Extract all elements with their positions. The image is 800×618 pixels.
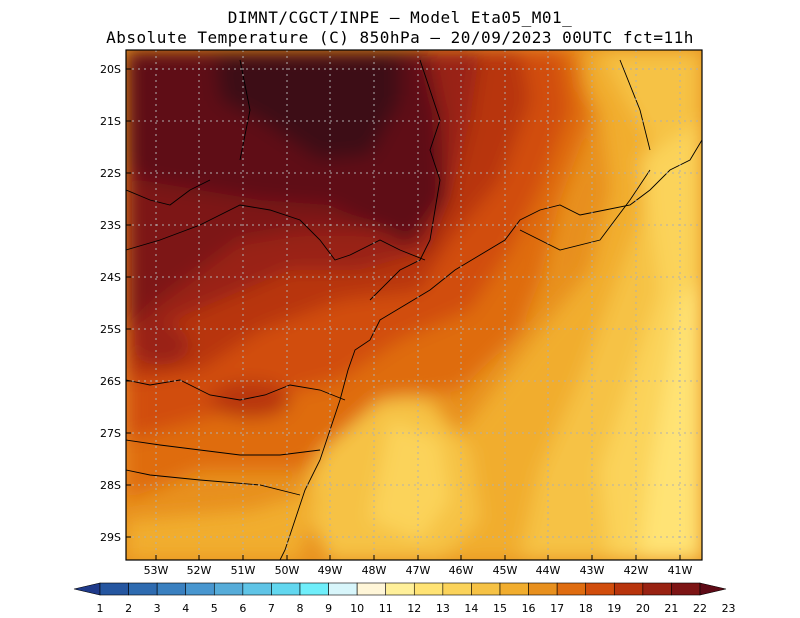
colorbar-segment — [156, 582, 187, 596]
colorbar: 1 2 3 4 5 6 7 8 9 10 11 12 13 14 15 16 17 18 19 20 21 22 23 — [73, 582, 736, 615]
lon-label: 45W — [493, 564, 518, 577]
colorbar-label: 9 — [325, 602, 332, 615]
lat-label: 27S — [100, 427, 121, 440]
colorbar-label: 12 — [407, 602, 421, 615]
colorbar-arrow-high — [699, 582, 727, 596]
map-title-line-2: Absolute Temperature (C) 850hPa — 20/09/… — [106, 28, 694, 47]
colorbar-label: 4 — [182, 602, 189, 615]
colorbar-segment — [528, 582, 558, 596]
lon-label: 43W — [580, 564, 605, 577]
colorbar-segment — [585, 582, 615, 596]
colorbar-segment — [385, 582, 415, 596]
lon-label: 51W — [231, 564, 256, 577]
lon-label: 52W — [187, 564, 212, 577]
colorbar-segment — [99, 582, 129, 596]
lat-label: 24S — [100, 271, 121, 284]
colorbar-label: 2 — [125, 602, 132, 615]
lon-label: 46W — [449, 564, 474, 577]
colorbar-label: 16 — [522, 602, 536, 615]
map-frame — [125, 49, 703, 561]
colorbar-label: 18 — [579, 602, 593, 615]
colorbar-label: 19 — [607, 602, 621, 615]
colorbar-label: 13 — [436, 602, 450, 615]
colorbar-label: 14 — [464, 602, 478, 615]
longitude-labels: 53W 52W 51W 50W 49W 48W 47W 46W 45W 44W … — [144, 564, 693, 577]
colorbar-label: 1 — [97, 602, 104, 615]
lat-label: 23S — [100, 219, 121, 232]
colorbar-segment — [613, 582, 644, 596]
lon-label: 47W — [406, 564, 431, 577]
colorbar-label: 15 — [493, 602, 507, 615]
lon-label: 50W — [275, 564, 300, 577]
lon-label: 41W — [668, 564, 693, 577]
colorbar-segment — [271, 582, 301, 596]
colorbar-segment — [499, 582, 529, 596]
lon-label: 49W — [318, 564, 343, 577]
colorbar-segment — [413, 582, 444, 596]
colorbar-label: 20 — [636, 602, 650, 615]
lat-label: 21S — [100, 115, 121, 128]
map-title-line-1: DIMNT/CGCT/INPE — Model Eta05_M01_ — [227, 8, 573, 27]
lat-label: 29S — [100, 531, 121, 544]
lat-label: 28S — [100, 479, 121, 492]
lat-label: 26S — [100, 375, 121, 388]
colorbar-segment — [556, 582, 587, 596]
colorbar-label: 22 — [693, 602, 707, 615]
colorbar-label: 21 — [664, 602, 678, 615]
lat-label: 20S — [100, 63, 121, 76]
colorbar-label: 8 — [297, 602, 304, 615]
colorbar-label: 17 — [550, 602, 564, 615]
boundaries — [126, 59, 702, 560]
colorbar-label: 5 — [211, 602, 218, 615]
colorbar-label: 6 — [239, 602, 246, 615]
colorbar-segment — [299, 582, 329, 596]
colorbar-segment — [185, 582, 215, 596]
colorbar-segment — [128, 582, 158, 596]
colorbar-segment — [328, 582, 358, 596]
axis-ticks — [126, 68, 681, 560]
lat-label: 25S — [100, 323, 121, 336]
lon-label: 44W — [536, 564, 561, 577]
colorbar-label: 23 — [722, 602, 736, 615]
temperature-field — [126, 50, 702, 560]
colorbar-segment — [356, 582, 387, 596]
colorbar-segment — [471, 582, 501, 596]
colorbar-segment — [242, 582, 272, 596]
latitude-labels: 20S 21S 22S 23S 24S 25S 26S 27S 28S 29S — [100, 63, 121, 544]
colorbar-label: 10 — [350, 602, 364, 615]
colorbar-segment — [213, 582, 244, 596]
colorbar-label: 7 — [268, 602, 275, 615]
lat-label: 22S — [100, 167, 121, 180]
gridlines — [126, 50, 702, 560]
colorbar-segment — [671, 582, 701, 596]
colorbar-segment — [442, 582, 472, 596]
lon-label: 53W — [144, 564, 169, 577]
lon-label: 48W — [362, 564, 387, 577]
colorbar-arrow-low — [73, 582, 101, 596]
colorbar-label: 3 — [154, 602, 161, 615]
lon-label: 42W — [624, 564, 649, 577]
colorbar-label: 11 — [379, 602, 393, 615]
colorbar-segment — [642, 582, 672, 596]
